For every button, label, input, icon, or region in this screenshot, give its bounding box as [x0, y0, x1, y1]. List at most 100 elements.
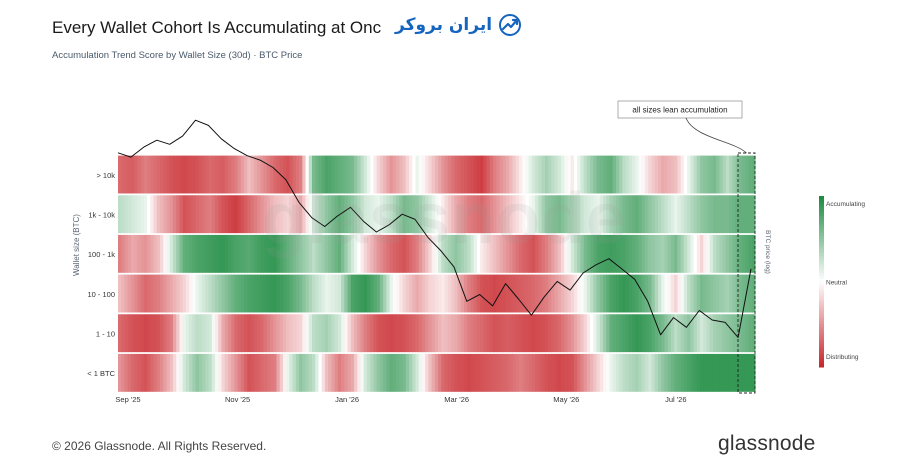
- heatmap-cell: [512, 155, 517, 194]
- heatmap-cell: [580, 155, 585, 194]
- colorbar-step: [819, 244, 824, 248]
- heatmap-cell: [143, 155, 148, 194]
- heatmap-cell: [337, 274, 342, 313]
- heatmap-cell: [703, 195, 707, 234]
- heatmap-cell: [441, 274, 446, 313]
- heatmap-cell: [473, 314, 478, 353]
- heatmap-cell: [457, 234, 462, 273]
- heatmap-cell: [428, 195, 433, 234]
- heatmap-cell: [661, 274, 665, 313]
- colorbar-label-bottom: Distributing: [826, 354, 859, 361]
- heatmap-cell: [451, 314, 455, 353]
- heatmap-cell: [363, 353, 368, 392]
- annotation-label: all sizes lean accumulation: [632, 106, 727, 115]
- heatmap-cell: [518, 353, 523, 392]
- heatmap-cell: [266, 274, 271, 313]
- heatmap-cell: [121, 314, 125, 353]
- heatmap-cell: [680, 353, 685, 392]
- heatmap-cell: [738, 155, 743, 194]
- heatmap-cell: [596, 155, 601, 194]
- heatmap-cell: [712, 274, 717, 313]
- heatmap-cell: [153, 314, 158, 353]
- heatmap-cell: [431, 155, 436, 194]
- heatmap-cell: [538, 234, 543, 273]
- heatmap-cell: [632, 274, 636, 313]
- colorbar-step: [819, 213, 824, 217]
- heatmap-cell: [667, 155, 672, 194]
- heatmap-cell: [124, 195, 129, 234]
- x-tick-label: Mar '26: [444, 395, 469, 404]
- heatmap-cell: [506, 314, 510, 353]
- heatmap-cell: [350, 314, 355, 353]
- heatmap-cell: [386, 195, 391, 234]
- heatmap-cell: [645, 353, 649, 392]
- heatmap-cell: [434, 195, 439, 234]
- heatmap-cell: [428, 234, 433, 273]
- heatmap-cell: [363, 314, 368, 353]
- heatmap-cell: [444, 155, 449, 194]
- heatmap-cell: [402, 353, 407, 392]
- heatmap-cell: [198, 155, 203, 194]
- heatmap-cell: [622, 314, 627, 353]
- heatmap-cell: [434, 234, 439, 273]
- heatmap-cell: [263, 274, 268, 313]
- heatmap-cell: [399, 195, 404, 234]
- heatmap-cell: [434, 353, 439, 392]
- heatmap-cell: [266, 314, 271, 353]
- heatmap-cell: [700, 274, 704, 313]
- heatmap-cell: [619, 155, 623, 194]
- heatmap-cell: [360, 274, 365, 313]
- y-tick-label: 1k - 10k: [88, 211, 115, 220]
- heatmap-cell: [489, 314, 494, 353]
- heatmap-cell: [570, 353, 575, 392]
- heatmap-cell: [619, 234, 623, 273]
- heatmap-cell: [263, 234, 268, 273]
- colorbar-step: [819, 230, 824, 234]
- heatmap-cell: [295, 155, 300, 194]
- heatmap-cell: [609, 314, 614, 353]
- heatmap-cell: [725, 234, 730, 273]
- heatmap-cell: [160, 353, 164, 392]
- heatmap-cell: [260, 274, 264, 313]
- heatmap-cell: [421, 274, 426, 313]
- colorbar-step: [819, 215, 824, 220]
- heatmap-cell: [638, 155, 643, 194]
- heatmap-cell: [751, 234, 756, 273]
- heatmap-cell: [619, 195, 623, 234]
- heatmap-cell: [657, 155, 662, 194]
- heatmap-cell: [392, 353, 397, 392]
- heatmap-cell: [667, 234, 672, 273]
- heatmap-cell: [360, 353, 365, 392]
- colorbar-step: [819, 292, 824, 297]
- heatmap-cell: [654, 234, 659, 273]
- heatmap-cell: [457, 195, 462, 234]
- heatmap-cell: [354, 274, 358, 313]
- heatmap-cell: [609, 274, 614, 313]
- heatmap-cell: [706, 274, 711, 313]
- heatmap-cell: [315, 353, 319, 392]
- heatmap-cell: [244, 353, 248, 392]
- heatmap-cell: [334, 353, 339, 392]
- heatmap-cell: [635, 274, 640, 313]
- heatmap-cell: [198, 234, 203, 273]
- heatmap-cell: [690, 274, 695, 313]
- heatmap-cell: [118, 314, 122, 353]
- heatmap-cell: [240, 274, 245, 313]
- heatmap-cell: [748, 274, 753, 313]
- heatmap-cell: [657, 274, 662, 313]
- heatmap-cell: [347, 274, 352, 313]
- heatmap-cell: [121, 353, 125, 392]
- heatmap-cell: [205, 195, 210, 234]
- heatmap-cell: [590, 155, 594, 194]
- colorbar-label-top: Accumulating: [826, 201, 865, 208]
- heatmap-cell: [719, 274, 724, 313]
- heatmap-cell: [279, 353, 284, 392]
- heatmap-cell: [596, 234, 601, 273]
- heatmap-cell: [143, 314, 148, 353]
- heatmap-cell: [172, 234, 177, 273]
- heatmap-cell: [712, 353, 717, 392]
- heatmap-cell: [515, 155, 520, 194]
- heatmap-cell: [198, 353, 203, 392]
- heatmap-cell: [567, 353, 572, 392]
- heatmap-cell: [725, 314, 730, 353]
